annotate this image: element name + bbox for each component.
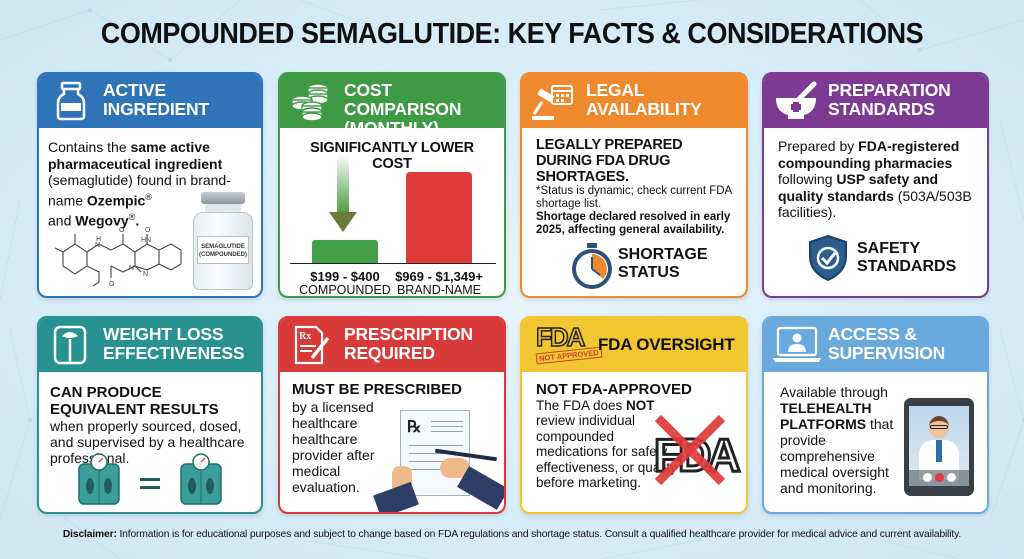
page-title: COMPOUNDED SEMAGLUTIDE: KEY FACTS & CONS… <box>100 18 924 50</box>
red-x-icon <box>654 414 726 486</box>
vial-label: SEMAGLUTIDE <box>201 244 245 250</box>
stopwatch-icon <box>572 243 612 289</box>
gavel-calendar-icon <box>532 85 573 120</box>
price-compounded: $199 - $400 COMPOUNDED <box>299 269 391 297</box>
card-preparation-standards: PREPARATION STANDARDS Prepared by FDA-re… <box>762 72 989 298</box>
card-weight-loss-effectiveness: WEIGHT LOSS EFFECTIVENESS CAN PRODUCE EQ… <box>37 316 263 514</box>
down-arrow-icon <box>337 154 349 214</box>
bar-compounded <box>312 240 378 263</box>
card-prescription-required: Rx PRESCRIPTION REQUIRED MUST BE PRESCRI… <box>278 316 506 514</box>
card-header: COST COMPARISON (MONTHLY) <box>280 74 504 138</box>
card-title: COST COMPARISON (MONTHLY) <box>344 80 462 138</box>
card-header: ACCESS & SUPERVISION <box>764 318 987 372</box>
card-access-supervision: ACCESS & SUPERVISION Available through T… <box>762 316 989 514</box>
card-header: WEIGHT LOSS EFFECTIVENESS <box>39 318 261 372</box>
prescription-pad-icon: Rx <box>294 325 330 365</box>
fda-headline: NOT FDA-APPROVED <box>536 381 692 398</box>
svg-text:N: N <box>95 242 100 249</box>
price-brand-name: $969 - $1,349+ BRAND-NAME <box>395 269 483 297</box>
card-header: Rx PRESCRIPTION REQUIRED <box>280 318 504 372</box>
prescription-headline: MUST BE PRESCRIBED <box>292 381 463 398</box>
svg-text:O: O <box>109 281 115 288</box>
prescription-text: by a licensed healthcare healthcare prov… <box>292 399 375 495</box>
svg-text:Rx: Rx <box>299 331 311 342</box>
card-title: ACTIVE INGREDIENT <box>103 80 209 119</box>
card-header: FDA NOT APPROVED FDA OVERSIGHT <box>522 318 746 372</box>
card-title: PRESCRIPTION REQUIRED <box>344 324 473 363</box>
card-header: PREPARATION STANDARDS <box>764 74 987 128</box>
svg-text:O: O <box>145 227 151 234</box>
shortage-resolved-note: Shortage declared resolved in early 2025… <box>536 211 731 236</box>
card-header: ACTIVE INGREDIENT <box>39 74 261 128</box>
vial-icon <box>56 81 86 121</box>
card-title: PREPARATION STANDARDS <box>828 80 951 119</box>
legal-headline: LEGALLY PREPARED DURING FDA DRUG SHORTAG… <box>536 137 683 185</box>
card-title: ACCESS & SUPERVISION <box>828 324 946 363</box>
shortage-status-label: SHORTAGE STATUS <box>618 246 708 281</box>
scale-icon <box>53 325 87 365</box>
bar-brand-name <box>406 172 472 263</box>
card-fda-oversight: FDA NOT APPROVED FDA OVERSIGHT NOT FDA-A… <box>520 316 748 514</box>
svg-text:N: N <box>143 271 148 278</box>
card-legal-availability: LEGAL AVAILABILITY LEGALLY PREPARED DURI… <box>520 72 748 298</box>
card-title: LEGAL AVAILABILITY <box>586 80 702 119</box>
safety-standards-label: SAFETY STANDARDS <box>857 240 957 275</box>
card-active-ingredient: ACTIVE INGREDIENT Contains the same acti… <box>37 72 263 298</box>
status-note: *Status is dynamic; check current FDA sh… <box>536 185 732 210</box>
laptop-doctor-icon <box>773 326 821 362</box>
cost-headline: SIGNIFICANTLY LOWER COST <box>310 140 474 172</box>
cost-bar-chart: $199 - $400 COMPOUNDED $969 - $1,349+ BRAN… <box>290 154 496 296</box>
svg-text:O: O <box>119 227 125 234</box>
shield-check-icon <box>809 234 847 282</box>
card-title: FDA OVERSIGHT <box>598 335 735 354</box>
tablet-telehealth-illustration <box>904 398 974 496</box>
card-cost-comparison: COST COMPARISON (MONTHLY) SIGNIFICANTLY … <box>278 72 506 298</box>
scales-equal-icon <box>78 453 222 505</box>
disclaimer: Disclaimer: Information is for education… <box>62 529 962 540</box>
card-title: WEIGHT LOSS EFFECTIVENESS <box>103 324 245 363</box>
coins-icon <box>291 83 329 122</box>
vial-illustration: SEMAGLUTIDE (COMPOUNDED) <box>193 192 253 290</box>
svg-text:N: N <box>129 265 134 272</box>
mortar-pestle-icon <box>776 81 817 119</box>
doctor-icon <box>929 416 949 438</box>
svg-text:HN: HN <box>141 237 151 244</box>
fda-logo-icon: FDA <box>535 322 586 352</box>
card-header: LEGAL AVAILABILITY <box>522 74 746 128</box>
svg-text:H: H <box>96 236 101 243</box>
